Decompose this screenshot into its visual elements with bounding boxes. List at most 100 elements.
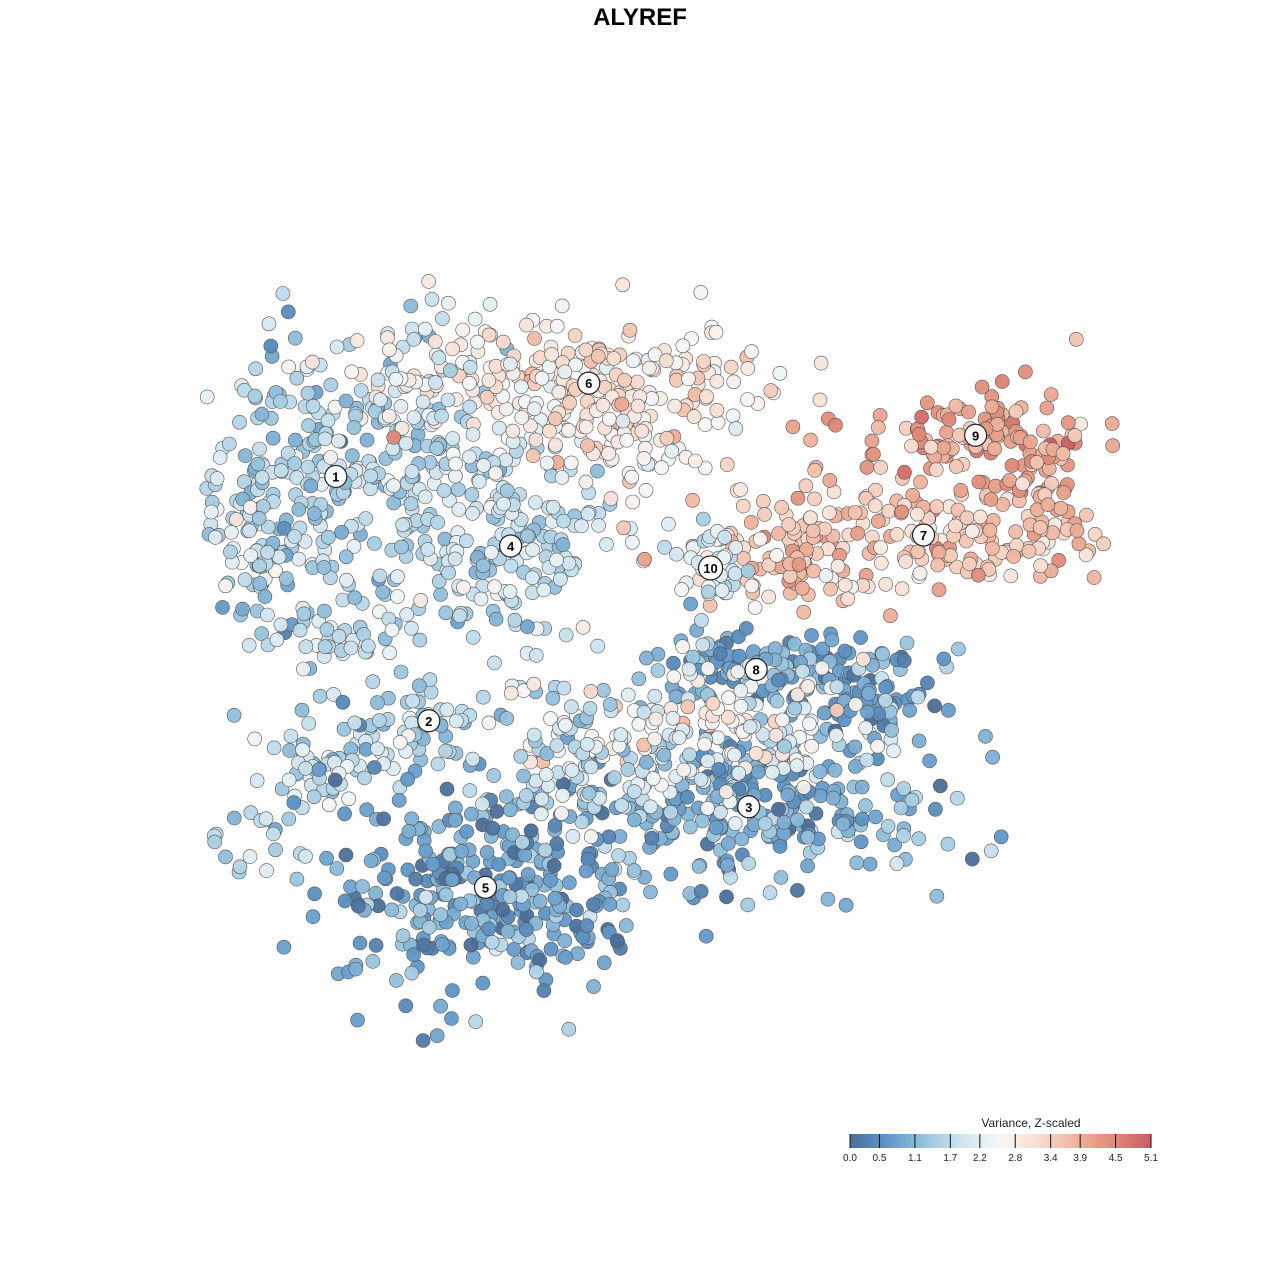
cluster-2-point [268,842,283,858]
transition-point [613,727,629,743]
transition-point [814,660,830,676]
transition-point [647,688,663,704]
cluster-1-point [358,511,374,526]
cluster-5-point [519,922,534,937]
transition-point [620,687,636,703]
cluster-5-point [400,771,415,787]
cluster-5-point [329,861,345,876]
cluster-4-point [556,513,571,529]
cluster-9-point [961,404,976,420]
cluster-7-point [850,526,866,541]
cluster-3-point [790,812,805,828]
cluster-8-point [731,648,747,664]
cluster-6-point [386,430,402,445]
cluster-5-point [491,857,507,872]
cluster-1-point [320,413,336,428]
cluster-4-point [403,496,419,512]
transition-point [526,676,542,692]
cluster-5-point [421,919,437,935]
cluster-1-point [338,393,354,409]
cluster-5-point [643,884,658,900]
cluster-7-point [982,522,998,538]
cluster-9-point [911,426,927,442]
cluster-6-point [699,389,714,404]
cluster-7-point [806,563,821,579]
cluster-9-point [1015,476,1030,492]
cluster-4-point [363,468,379,484]
cluster-3-point [985,749,1000,765]
cluster-10-point [695,511,711,527]
cluster-6-point [625,353,641,369]
colorbar [850,1134,1151,1148]
cluster-7-point [1003,568,1019,584]
cluster-7-point [1008,524,1024,540]
cluster-8-point [878,680,894,696]
cluster-6-point [602,411,617,427]
cluster-7-point [867,498,883,514]
cluster-5-point [348,961,364,977]
cluster-5-point [408,871,424,887]
cluster-5-point [439,781,455,797]
transition-point [503,685,519,701]
cluster-5-point [532,893,548,909]
cluster-7-point [873,460,888,475]
cluster-6-point [664,443,680,459]
cluster-4-point [574,518,589,534]
cluster-5-point [561,1021,577,1037]
cluster-6-point [590,348,606,364]
transition-point [499,711,515,726]
transition-point [614,798,629,813]
cluster-8-point [666,655,681,671]
cluster-label-text: 8 [753,663,760,678]
cluster-4-point [465,630,481,645]
cluster-3-point [854,779,870,795]
cluster-4-point [451,502,467,517]
cluster-label-text: 6 [585,376,592,391]
cluster-8-point [712,646,728,661]
cluster-2-point [258,811,274,827]
cluster-10-point [661,516,676,532]
cluster-1-point [296,661,311,677]
transition-point [705,696,721,711]
cluster-5-point [404,965,420,981]
cluster-2-point [243,805,259,820]
cluster-4-point [456,580,471,595]
cluster-9-point [948,459,964,474]
transition-point [777,739,792,754]
cluster-label-badge [324,464,348,489]
cluster-8-point [911,733,927,749]
cluster-6-point [479,389,495,405]
cluster-5-point [524,882,540,898]
cluster-3-point [880,818,896,834]
cluster-10-point [740,563,756,579]
cluster-1-point [236,474,252,490]
cluster-7-point [735,498,751,514]
cluster-5-point [579,918,595,934]
cluster-4-point [561,555,577,571]
cluster-4-point [433,587,448,602]
cluster-4-point [590,463,605,479]
transition-point [731,765,747,781]
transition-point [565,829,581,844]
transition-point [462,399,478,415]
cluster-6-point [567,328,583,343]
cluster-4-point [536,582,552,598]
colorbar-tick-label: 0.0 [843,1153,857,1164]
cluster-10-point [717,529,733,545]
cluster-1-point [254,626,269,642]
cluster-1-point [263,338,279,354]
transition-point [406,332,422,347]
cluster-6-point [495,334,511,350]
cluster-2-point [249,773,265,788]
transition-point [448,456,463,472]
cluster-8-point [815,641,831,657]
cluster-5-point [517,847,533,863]
cluster-6-point [641,360,657,376]
cluster-6-point [772,365,788,381]
cluster-1-point [353,383,369,398]
cluster-2-point [393,664,409,680]
cluster-5-point [366,760,382,775]
cluster-5-point [479,845,495,860]
cluster-8-point [896,653,912,668]
cluster-3-point [626,812,642,828]
